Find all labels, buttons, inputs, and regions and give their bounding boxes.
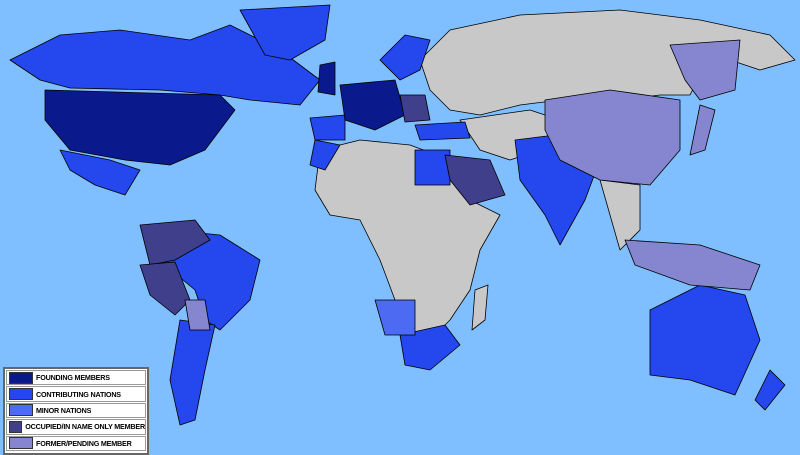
- region-indonesia: [624, 239, 761, 291]
- map-legend: FOUNDING MEMBERS CONTRIBUTING NATIONS MI…: [3, 367, 149, 455]
- region-iberia: [309, 114, 346, 141]
- region-peru-bolivia: [139, 261, 191, 316]
- legend-swatch: [9, 404, 33, 417]
- legend-item-occupied: OCCUPIED/IN NAME ONLY MEMBER: [6, 419, 146, 435]
- region-balkans: [399, 94, 431, 123]
- region-saudi-arabia: [444, 154, 506, 206]
- legend-item-founding: FOUNDING MEMBERS: [6, 370, 146, 386]
- legend-label: CONTRIBUTING NATIONS: [36, 389, 121, 399]
- region-namibia-botswana: [374, 299, 416, 336]
- region-canada: [9, 24, 321, 106]
- region-paraguay: [184, 299, 211, 331]
- region-far-east: [669, 39, 741, 101]
- region-madagascar: [471, 284, 489, 331]
- region-usa: [44, 89, 236, 166]
- region-argentina-chile: [169, 319, 216, 426]
- legend-swatch: [9, 420, 23, 433]
- region-mexico: [59, 149, 141, 196]
- legend-label: OCCUPIED/IN NAME ONLY MEMBER: [25, 422, 145, 432]
- legend-label: MINOR NATIONS: [36, 405, 92, 415]
- region-south-africa: [399, 324, 461, 371]
- region-china-mongolia: [544, 89, 681, 186]
- world-map: [9, 4, 796, 426]
- region-uk: [317, 61, 336, 96]
- legend-item-minor: MINOR NATIONS: [6, 402, 146, 419]
- legend-swatch: [9, 437, 33, 450]
- region-greenland: [239, 4, 331, 61]
- region-turkey: [414, 121, 471, 141]
- legend-swatch: [9, 388, 33, 401]
- region-scandinavia: [379, 34, 431, 81]
- legend-label: FORMER/PENDING MEMBER: [36, 438, 132, 448]
- region-venezuela-colombia: [139, 219, 211, 266]
- region-egypt: [414, 149, 451, 186]
- legend-swatch: [9, 371, 33, 384]
- legend-item-contributing: CONTRIBUTING NATIONS: [6, 386, 146, 402]
- region-japan: [689, 104, 716, 156]
- region-new-zealand: [754, 369, 786, 411]
- legend-item-former: FORMER/PENDING MEMBER: [6, 435, 146, 451]
- region-western-europe: [339, 79, 406, 131]
- legend-label: FOUNDING MEMBERS: [36, 373, 110, 383]
- region-morocco: [309, 139, 341, 171]
